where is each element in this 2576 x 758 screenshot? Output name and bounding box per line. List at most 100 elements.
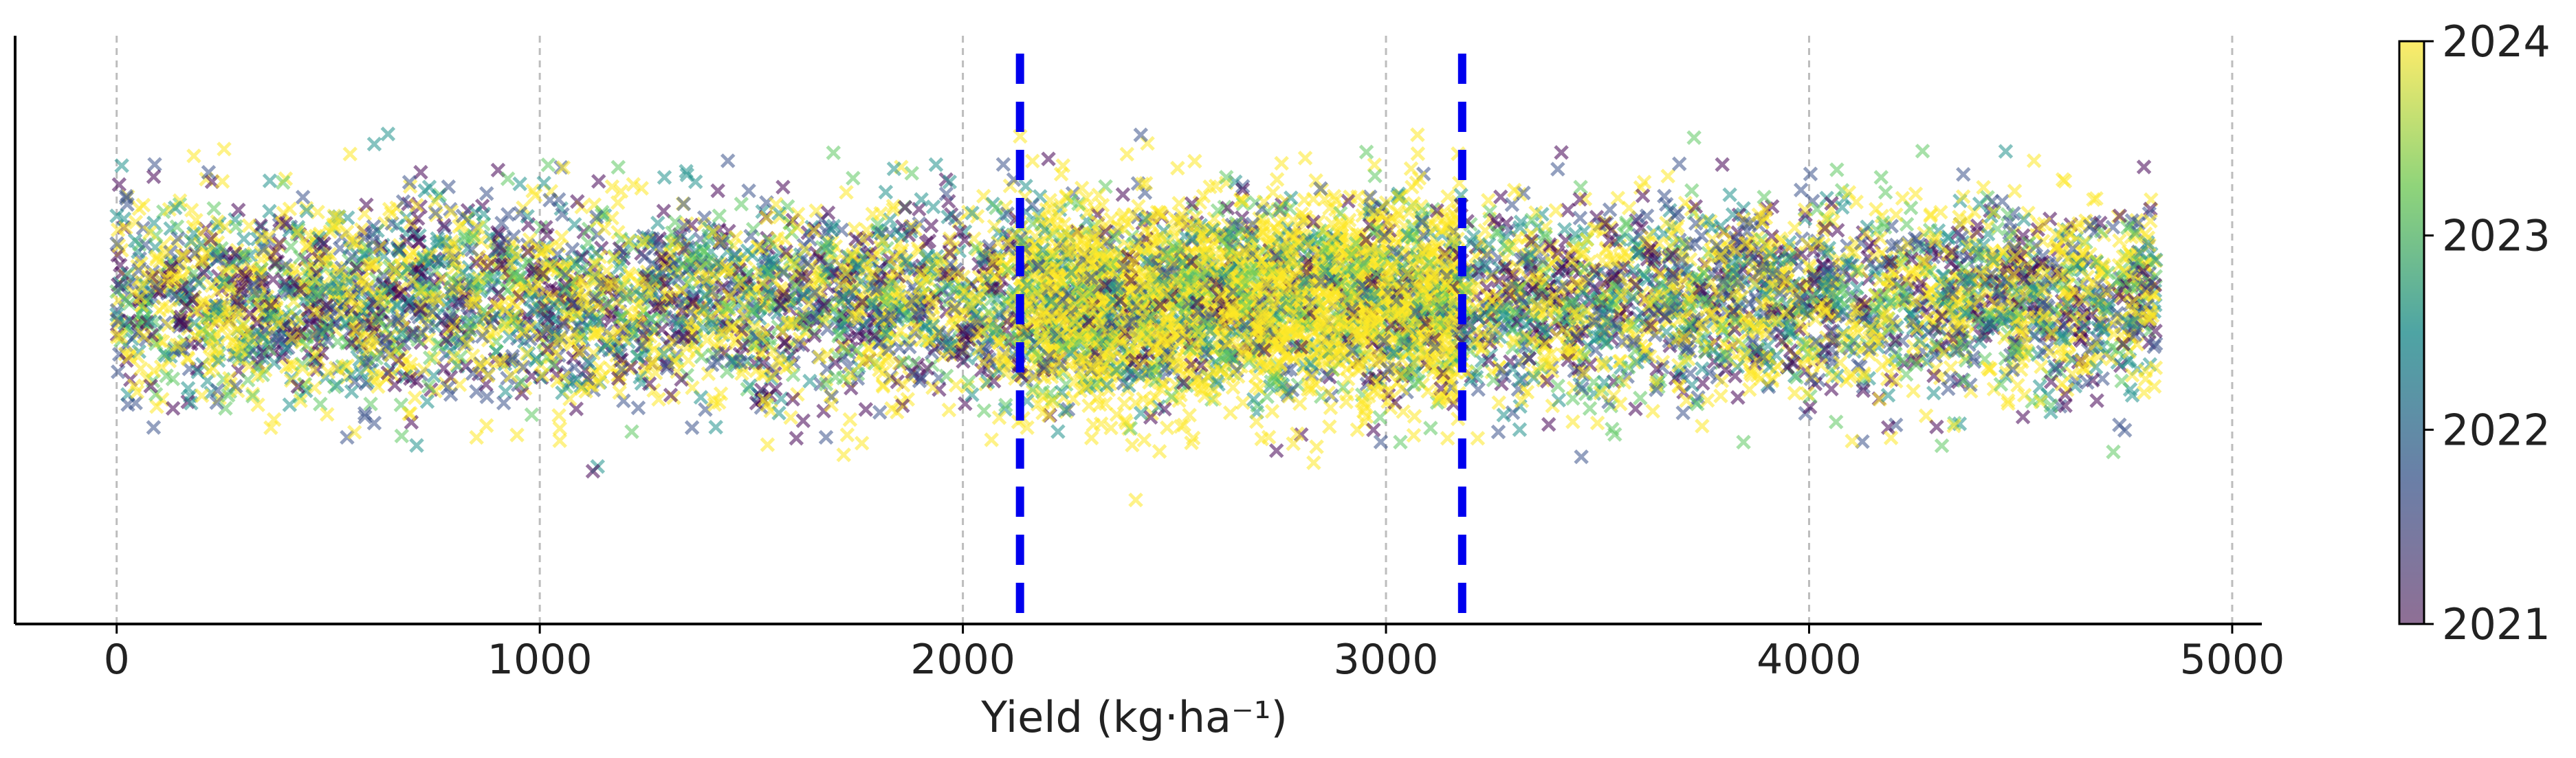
scatter-point bbox=[1322, 419, 1337, 434]
scatter-point bbox=[995, 157, 1011, 172]
scatter-point bbox=[1410, 127, 1425, 142]
scatter-point bbox=[1268, 443, 1284, 458]
scatter-point bbox=[1934, 438, 1950, 454]
scatter-point bbox=[818, 430, 834, 445]
scatter-point bbox=[1610, 190, 1626, 205]
scatter-point bbox=[1602, 202, 1618, 218]
scatter-point bbox=[775, 179, 791, 195]
scatter-point bbox=[1512, 422, 1528, 437]
data-points bbox=[109, 126, 2164, 508]
scatter-point bbox=[785, 392, 800, 407]
scatter-point bbox=[1297, 151, 1313, 166]
scatter-point bbox=[1908, 186, 1924, 201]
scatter-point bbox=[206, 201, 221, 216]
scatter-point bbox=[790, 206, 806, 222]
scatter-point bbox=[1440, 430, 1455, 446]
scatter-point bbox=[1136, 432, 1152, 448]
scatter-point bbox=[1684, 183, 1699, 199]
scatter-point bbox=[1423, 421, 1438, 436]
scatter-point bbox=[111, 177, 127, 192]
scatter-point bbox=[1573, 179, 1588, 195]
scatter-point bbox=[610, 159, 626, 175]
scatter-point bbox=[1560, 202, 1576, 218]
scatter-point bbox=[1824, 381, 1839, 397]
scatter-point bbox=[184, 202, 199, 218]
scatter-point bbox=[2034, 359, 2049, 375]
scatter-point bbox=[846, 170, 861, 186]
scatter-point bbox=[2112, 233, 2127, 248]
scatter-point bbox=[1171, 195, 1187, 211]
scatter-point bbox=[1955, 189, 1971, 204]
scatter-point bbox=[567, 216, 582, 232]
scatter-point bbox=[2089, 393, 2104, 408]
scatter-point bbox=[478, 418, 494, 433]
scatter-point bbox=[320, 407, 335, 422]
scatter-point bbox=[1873, 170, 1889, 185]
scatter-point bbox=[1940, 381, 1956, 397]
scatter-point bbox=[1323, 400, 1339, 416]
scatter-point bbox=[624, 424, 639, 439]
scatter-point bbox=[1235, 395, 1251, 410]
scatter-point bbox=[1577, 191, 1593, 207]
scatter-point bbox=[836, 447, 851, 462]
scatter-point bbox=[1125, 437, 1140, 453]
scatter-point bbox=[1660, 168, 1675, 184]
scatter-point bbox=[262, 173, 278, 188]
scatter-point bbox=[295, 190, 311, 205]
scatter-point bbox=[878, 184, 894, 200]
scatter-point bbox=[2136, 159, 2152, 175]
scatter-point bbox=[839, 185, 854, 200]
scatter-point bbox=[1041, 151, 1056, 167]
scatter-point bbox=[1025, 153, 1040, 169]
scatter-point bbox=[1976, 179, 1991, 195]
scatter-point bbox=[380, 126, 396, 142]
scatter-point bbox=[1170, 160, 1185, 176]
scatter-point bbox=[1645, 403, 1660, 419]
scatter-point bbox=[500, 171, 516, 186]
scatter-point bbox=[2026, 153, 2042, 168]
scatter-point bbox=[313, 397, 328, 412]
scatter-point bbox=[854, 436, 870, 451]
scatter-point bbox=[839, 427, 855, 443]
scatter-point bbox=[1915, 144, 1930, 159]
scatter-point bbox=[1828, 414, 1844, 430]
scatter-point bbox=[1306, 455, 1321, 471]
scatter-point bbox=[928, 157, 944, 172]
scatter-point bbox=[1565, 414, 1581, 430]
scatter-point bbox=[734, 197, 749, 212]
scatter-point bbox=[1119, 146, 1135, 162]
scatter-point bbox=[1686, 130, 1702, 146]
scatter-point bbox=[1128, 492, 1143, 508]
scatter-point bbox=[712, 208, 727, 223]
scatter-point bbox=[1878, 184, 1893, 200]
scatter-point bbox=[498, 383, 514, 399]
scatter-point bbox=[1589, 415, 1605, 431]
scatter-point bbox=[656, 203, 672, 219]
scatter-point bbox=[1671, 156, 1687, 172]
scatter-point bbox=[1222, 405, 1238, 421]
scatter-point bbox=[1695, 375, 1710, 391]
scatter-point bbox=[253, 218, 268, 234]
scatter-point bbox=[1393, 434, 1408, 450]
scatter-point bbox=[186, 148, 201, 164]
scatter-point bbox=[858, 402, 874, 417]
scatter-point bbox=[789, 430, 804, 446]
scatter-point bbox=[1366, 422, 1381, 438]
scatter-point bbox=[509, 427, 525, 443]
scatter-point bbox=[591, 174, 606, 189]
scatter-point bbox=[1918, 408, 1934, 423]
scatter-point bbox=[1410, 146, 1426, 161]
scatter-point bbox=[1013, 129, 1028, 144]
scatter-point bbox=[1730, 390, 1746, 405]
scatter-point bbox=[1269, 172, 1285, 187]
scatter-point bbox=[1929, 419, 1944, 435]
scatter-point bbox=[496, 395, 511, 411]
scatter-point bbox=[536, 175, 551, 191]
scatter-point bbox=[1684, 377, 1699, 392]
scatter-point bbox=[1152, 444, 1167, 459]
scatter-point bbox=[1713, 388, 1728, 403]
scatter-point bbox=[2106, 444, 2121, 460]
scatter-point bbox=[217, 142, 232, 157]
scatter-point bbox=[1274, 155, 1289, 171]
scatter-point bbox=[1574, 449, 1589, 465]
